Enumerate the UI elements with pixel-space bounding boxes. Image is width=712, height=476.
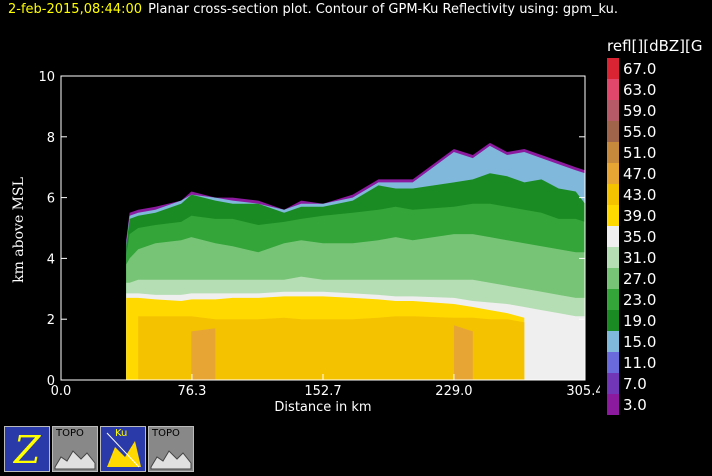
y-tick-label: 10	[38, 70, 55, 85]
legend-item: 15.0	[607, 331, 707, 352]
legend-title: refl[][dBZ][G	[607, 37, 703, 55]
legend-label: 63.0	[623, 81, 657, 99]
y-axis: 0 2 4 6 8 10	[38, 70, 585, 389]
legend-swatch	[607, 268, 619, 289]
legend-item: 59.0	[607, 100, 707, 121]
legend-label: 3.0	[623, 396, 647, 414]
timestamp: 2-feb-2015,08:44:00	[8, 2, 143, 17]
x-tick-label: 76.3	[177, 384, 206, 399]
contour-layers	[126, 142, 585, 380]
legend-item: 23.0	[607, 289, 707, 310]
legend-swatch	[607, 121, 619, 142]
title-text: Planar cross-section plot. Contour of GP…	[148, 2, 619, 17]
legend-item: 47.0	[607, 163, 707, 184]
legend-item: 7.0	[607, 373, 707, 394]
legend-label: 55.0	[623, 123, 657, 141]
ku-label: Ku	[115, 428, 128, 439]
zoom-button[interactable]: Z	[4, 426, 50, 472]
legend-label: 51.0	[623, 144, 657, 162]
legend-label: 11.0	[623, 354, 657, 372]
gpm-ku-xsect-icon	[106, 432, 141, 468]
legend-label: 39.0	[623, 207, 657, 225]
topo-label-2: TOPO	[152, 428, 180, 439]
legend-label: 23.0	[623, 291, 657, 309]
legend-label: 15.0	[623, 333, 657, 351]
y-tick-label: 6	[47, 192, 55, 207]
legend-label: 31.0	[623, 249, 657, 267]
legend-item: 67.0	[607, 58, 707, 79]
legend-item: 39.0	[607, 205, 707, 226]
y-tick-label: 4	[47, 252, 55, 267]
contour-layer-43.0	[138, 316, 525, 380]
legend-item: 51.0	[607, 142, 707, 163]
legend-item: 3.0	[607, 394, 707, 415]
x-tick-label: 152.7	[304, 384, 341, 399]
legend-item: 55.0	[607, 121, 707, 142]
x-axis-label: Distance in km	[274, 400, 371, 415]
legend-label: 35.0	[623, 228, 657, 246]
legend-item: 19.0	[607, 310, 707, 331]
legend-swatch	[607, 184, 619, 205]
legend-item: 35.0	[607, 226, 707, 247]
topo-xsect-icon	[54, 450, 96, 470]
legend-swatch	[607, 331, 619, 352]
legend-swatch	[607, 142, 619, 163]
legend-item: 11.0	[607, 352, 707, 373]
x-tick-label: 0.0	[51, 384, 72, 399]
legend-label: 43.0	[623, 186, 657, 204]
legend-label: 59.0	[623, 102, 657, 120]
legend-swatch	[607, 100, 619, 121]
zebra-z-icon: Z	[13, 428, 41, 471]
x-axis: 0.0 76.3 152.7 229.0 305.4	[51, 374, 600, 399]
color-legend: 67.0 63.0 59.0 55.0 51.0 47.0 43.0 39.0 35.0 31.0…	[607, 58, 707, 415]
legend-swatch	[607, 352, 619, 373]
chart-title: 2-feb-2015,08:44:00 Planar cross-section …	[8, 2, 618, 17]
x-tick-label: 305.4	[566, 384, 600, 399]
legend-label: 19.0	[623, 312, 657, 330]
topo-xsect-button-2[interactable]: TOPO	[148, 426, 194, 472]
y-axis-label: km above MSL	[11, 177, 27, 283]
topo-xsect-button[interactable]: TOPO	[52, 426, 98, 472]
legend-swatch	[607, 373, 619, 394]
legend-swatch	[607, 289, 619, 310]
legend-label: 7.0	[623, 375, 647, 393]
topo-xsect-icon-2	[150, 450, 192, 470]
y-tick-label: 0	[47, 374, 55, 389]
y-tick-label: 2	[47, 313, 55, 328]
cross-section-plot: 0 2 4 6 8 10 0.0 76.3 152.7 229.0 305.4 Distance …	[11, 70, 600, 415]
legend-item: 63.0	[607, 79, 707, 100]
legend-swatch	[607, 58, 619, 79]
topo-label: TOPO	[56, 428, 84, 439]
legend-label: 27.0	[623, 270, 657, 288]
y-tick-label: 8	[47, 131, 55, 146]
legend-item: 27.0	[607, 268, 707, 289]
legend-swatch	[607, 226, 619, 247]
gpm-ku-xsect-button[interactable]: Ku	[100, 426, 146, 472]
x-tick-label: 229.0	[435, 384, 472, 399]
legend-swatch	[607, 310, 619, 331]
legend-swatch	[607, 394, 619, 415]
legend-swatch	[607, 247, 619, 268]
legend-item: 31.0	[607, 247, 707, 268]
svg-text:Z: Z	[13, 428, 41, 471]
legend-label: 47.0	[623, 165, 657, 183]
legend-swatch	[607, 163, 619, 184]
legend-label: 67.0	[623, 60, 657, 78]
legend-item: 43.0	[607, 184, 707, 205]
legend-swatch	[607, 205, 619, 226]
legend-swatch	[607, 79, 619, 100]
